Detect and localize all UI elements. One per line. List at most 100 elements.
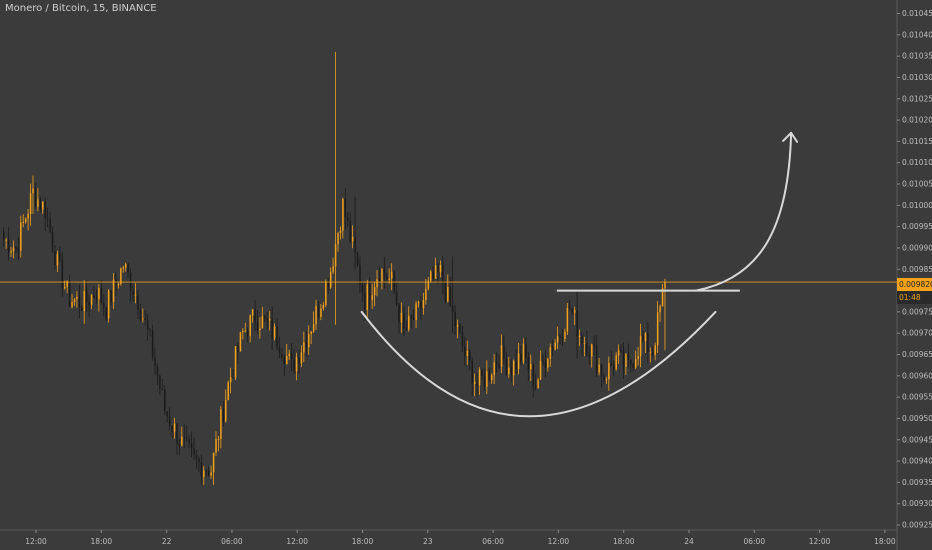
candle-body	[351, 236, 354, 242]
candle-body	[251, 309, 254, 316]
candle-body	[288, 353, 290, 357]
candle-body	[559, 336, 561, 338]
candle-body	[578, 335, 581, 337]
candle-body	[459, 325, 461, 332]
candle-body	[439, 265, 442, 273]
time-tick-label: 23	[423, 537, 433, 546]
candle-body	[217, 439, 220, 441]
candle-body	[5, 239, 7, 241]
candle-body	[320, 308, 322, 317]
candle-body	[120, 268, 122, 284]
candle-body	[569, 307, 571, 309]
candle-body	[342, 198, 344, 231]
candle-body	[37, 199, 39, 207]
candle-body	[364, 292, 366, 310]
candle-body	[254, 309, 256, 323]
candle-body	[659, 306, 661, 313]
candle-body	[85, 290, 88, 303]
candle-body	[537, 379, 539, 389]
candle-body	[173, 423, 176, 432]
candle-body	[393, 271, 395, 292]
candle-body	[517, 353, 520, 370]
candle-body	[42, 201, 44, 210]
candle-body	[420, 302, 422, 309]
candle-body	[434, 265, 437, 279]
candle-body	[498, 363, 500, 367]
candle-body	[649, 352, 652, 354]
candle-body	[615, 355, 617, 370]
candle-body	[93, 294, 95, 298]
candle-body	[156, 366, 159, 376]
candle-body	[639, 335, 642, 357]
candle-body	[386, 275, 388, 281]
candle-body	[395, 291, 398, 305]
candle-body	[264, 315, 266, 318]
candle-body	[576, 310, 578, 337]
candle-body	[68, 280, 71, 308]
candle-body	[290, 353, 293, 359]
candle-body	[266, 317, 269, 321]
candle-body	[625, 354, 627, 367]
candle-body	[56, 253, 59, 266]
candle-body	[225, 400, 227, 422]
candle-body	[622, 350, 625, 367]
candle-body	[132, 291, 134, 295]
candle-body	[449, 287, 452, 307]
candle-body	[64, 286, 66, 289]
candle-body	[534, 386, 537, 389]
candle-body	[644, 333, 647, 342]
time-tick-label: 18:00	[613, 537, 635, 546]
candles	[3, 51, 666, 485]
candle-body	[456, 325, 459, 327]
candle-body	[61, 259, 64, 289]
candle-body	[566, 307, 569, 332]
candle-body	[222, 409, 225, 422]
candle-body	[293, 358, 295, 372]
candle-body	[405, 329, 408, 331]
candle-body	[381, 269, 383, 282]
candle-body	[112, 279, 115, 303]
candle-body	[168, 416, 171, 426]
candle-body	[144, 318, 147, 321]
candle-body	[3, 231, 5, 240]
candle-body	[159, 375, 161, 389]
candle-body	[49, 219, 51, 233]
candle-body	[203, 470, 205, 477]
time-tick-label: 18:00	[874, 537, 896, 546]
time-tick-label: 12:00	[25, 537, 47, 546]
candle-body	[542, 360, 544, 363]
candle-body	[451, 306, 454, 313]
candle-body	[90, 294, 93, 306]
candle-body	[139, 309, 142, 320]
candle-body	[656, 312, 659, 346]
candle-body	[151, 330, 154, 358]
candle-body	[544, 362, 547, 368]
candle-body	[476, 381, 478, 386]
candle-body	[593, 344, 595, 347]
candle-body	[210, 472, 212, 476]
candle-body	[98, 287, 100, 300]
candle-body	[415, 303, 417, 321]
candle-body	[398, 304, 400, 323]
candle-body	[583, 342, 586, 344]
candle-body	[125, 264, 127, 268]
candle-body	[281, 353, 283, 358]
candle-body	[105, 307, 107, 319]
candle-body	[71, 301, 73, 308]
candle-body	[522, 344, 525, 363]
candle-body	[234, 346, 237, 378]
candle-body	[510, 367, 513, 376]
candle-body	[176, 423, 178, 445]
candle-body	[66, 280, 68, 287]
